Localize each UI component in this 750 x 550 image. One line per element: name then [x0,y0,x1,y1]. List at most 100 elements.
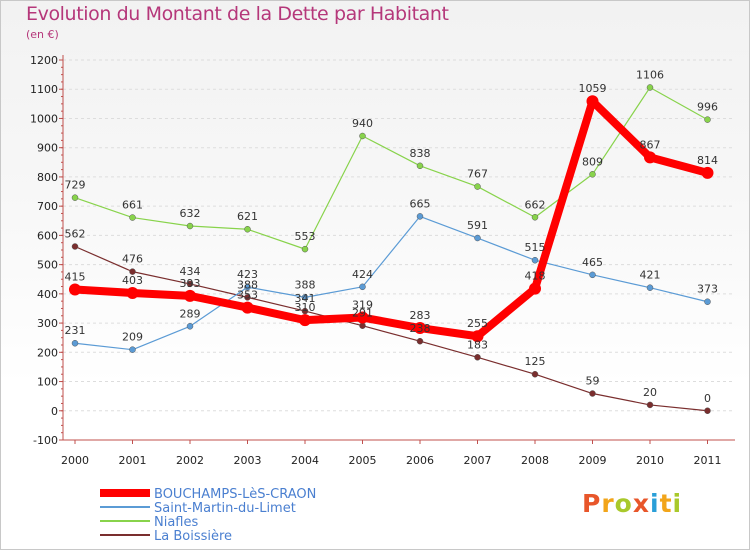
data-label: 434 [180,265,201,278]
data-label: 867 [640,138,661,151]
x-tick-labels: 2000 2001 2002 2003 2004 2005 2006 2007 2008 2009… [61,454,722,467]
data-point [474,183,481,190]
y-tick-label: 600 [37,229,58,242]
data-label: 310 [295,301,316,314]
x-tick-label: 2010 [636,454,664,467]
data-point [299,314,311,327]
legend-label: BOUCHAMPS-LèS-CRAON [154,487,316,502]
series-lines [74,86,709,412]
data-point [129,346,136,353]
series-line [74,97,709,341]
data-point [244,225,251,233]
data-point [244,294,251,301]
data-label: 1106 [636,68,664,81]
data-point [69,283,81,296]
y-tick-label: 200 [37,346,58,359]
data-point [704,298,711,305]
logo-letter: i [672,489,683,518]
data-point [129,268,136,275]
data-point [126,286,139,299]
y-tick-label: 1100 [30,83,58,96]
data-label: 183 [467,338,488,351]
grid-lines [63,59,735,441]
data-label: 20 [643,386,657,399]
data-label: 319 [352,299,373,312]
data-label: 553 [295,230,316,243]
data-label: 403 [122,274,143,287]
y-tick-label: -100 [33,434,58,447]
data-point [186,280,194,288]
data-point [531,370,539,378]
data-point [241,301,254,314]
data-point [129,214,136,221]
x-tick-label: 2007 [464,454,492,467]
x-tick-label: 2005 [349,454,377,467]
data-label: 353 [237,289,258,302]
data-label: 255 [467,317,488,330]
logo-letter: t [659,489,673,518]
data-label: 940 [352,117,373,130]
data-label: 632 [180,207,201,220]
legend-label: La Boissière [154,529,232,544]
series-points [69,84,714,415]
data-point [71,194,79,201]
data-label: 465 [582,256,603,269]
data-label: 621 [237,210,258,223]
data-label: 209 [122,331,143,344]
data-label: 59 [586,375,600,388]
data-label: 415 [65,270,86,283]
y-tick-label: 100 [37,376,58,389]
y-tick-label: 700 [37,200,58,213]
data-point [474,234,481,242]
data-label: 591 [467,219,488,232]
data-label: 388 [237,278,258,291]
x-tick-label: 2009 [579,454,607,467]
data-point [646,84,654,91]
legend-label: Niafles [154,515,198,530]
data-point [531,256,539,264]
data-point [301,307,309,315]
x-tick-label: 2004 [291,454,319,467]
data-label: 424 [352,268,373,281]
data-point [589,390,596,397]
x-tick-label: 2002 [176,454,204,467]
chart-subtitle: (en €) [26,28,59,41]
data-point [589,271,596,279]
data-point [586,95,599,108]
data-label: 423 [237,268,258,281]
x-tick-label: 2000 [61,454,89,467]
data-label: 814 [697,154,718,167]
data-point [589,171,596,178]
data-point [186,222,194,230]
y-tick-label: 500 [37,259,58,272]
legend: BOUCHAMPS-LèS-CRAONSaint-Martin-du-Limet… [100,487,316,544]
legend-label: Saint-Martin-du-Limet [154,501,296,516]
data-label: 767 [467,168,488,181]
data-label: 662 [525,198,546,211]
y-tick-label: 400 [37,288,58,301]
data-point [71,339,79,347]
data-label: 238 [410,322,431,335]
data-label: 341 [295,292,316,305]
data-label: 1059 [579,82,607,95]
data-label: 125 [525,355,546,368]
data-labels: 415 403 393 353 310 319 283 255 418 1059 867 814 231… [65,68,719,404]
data-label: 665 [410,197,431,210]
data-point [704,407,711,415]
y-tick-label: 900 [37,142,58,155]
x-tick-label: 2008 [521,454,549,467]
data-point [301,294,309,301]
data-point [701,166,714,179]
y-tick-labels: -100 0 100 200 300 400 500 600 700 800 900 1000 1100… [30,54,58,447]
series-line [74,245,708,412]
data-point [301,245,309,253]
series-line [74,215,708,351]
logo-letter: i [650,489,660,518]
data-point [416,337,424,345]
y-tick-label: 1200 [30,54,58,67]
x-tick-label: 2003 [234,454,262,467]
data-point [471,330,484,343]
data-point [704,116,711,123]
data-point [359,322,366,329]
